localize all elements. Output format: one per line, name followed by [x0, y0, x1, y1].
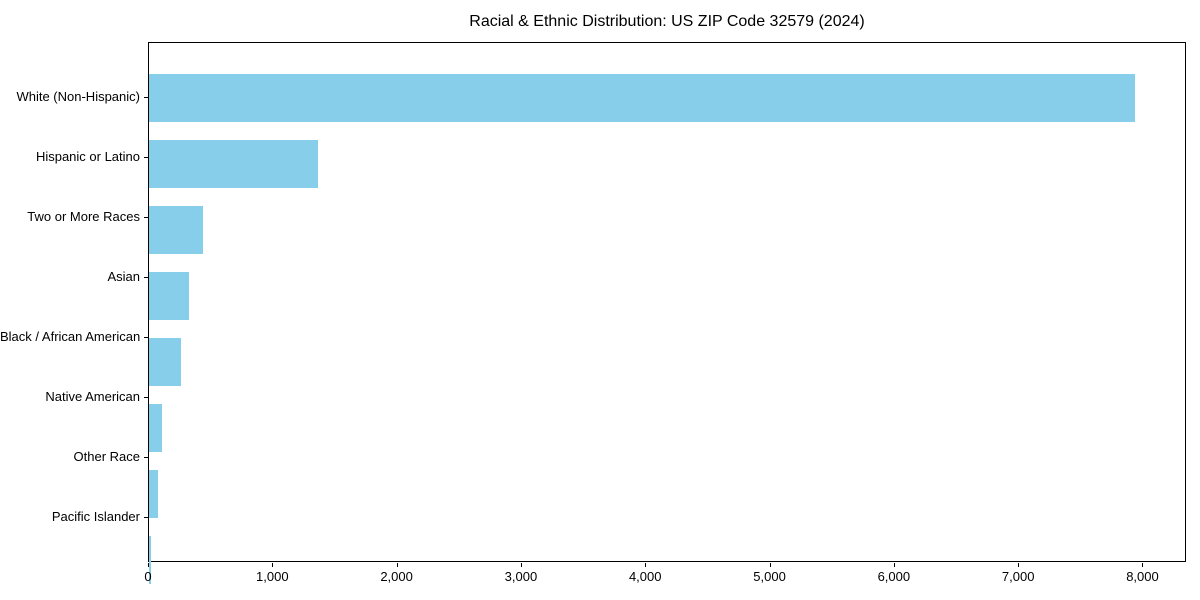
y-tick-mark: [144, 217, 148, 218]
chart-title: Racial & Ethnic Distribution: US ZIP Cod…: [469, 13, 865, 30]
x-tick-label: 7,000: [1001, 569, 1035, 584]
bar: [149, 206, 203, 254]
bar: [149, 404, 163, 452]
y-tick-mark: [144, 277, 148, 278]
x-tick-mark: [272, 563, 274, 567]
x-tick-mark: [893, 563, 895, 567]
y-tick-mark: [144, 337, 148, 338]
x-tick-label: 1,000: [256, 569, 289, 584]
bar: [149, 272, 189, 320]
x-tick-label: 2,000: [380, 569, 413, 584]
bar: [149, 74, 1136, 122]
category-label: Hispanic or Latino: [35, 149, 140, 164]
bar-row: [149, 536, 1185, 596]
bar-row: [149, 404, 1185, 464]
x-tick-mark: [769, 563, 771, 567]
x-tick-label: 0: [144, 569, 152, 584]
bar-row: [149, 338, 1185, 398]
x-tick-label: 8,000: [1126, 569, 1159, 584]
x-tick-label: 5,000: [753, 569, 786, 584]
y-tick-mark: [144, 397, 148, 398]
x-tick-mark: [520, 563, 522, 567]
bar-row: [149, 140, 1185, 200]
y-tick-mark: [144, 157, 148, 158]
category-label: Two or More Races: [27, 209, 140, 224]
category-label: Native American: [45, 389, 140, 404]
bar-row: [149, 74, 1185, 134]
y-tick-mark: [144, 517, 148, 518]
category-label: Asian: [107, 269, 140, 284]
x-tick-label: 3,000: [504, 569, 538, 584]
bar-row: [149, 272, 1185, 332]
category-label: Pacific Islander: [51, 509, 140, 524]
bar-row: [149, 470, 1185, 530]
x-tick-mark: [396, 563, 398, 567]
x-tick-mark: [148, 563, 149, 567]
bar-row: [149, 206, 1185, 266]
x-tick-label: 6,000: [877, 569, 911, 584]
x-tick-mark: [1142, 563, 1144, 567]
x-tick-mark: [645, 563, 647, 567]
bar: [149, 338, 182, 386]
y-tick-mark: [144, 97, 148, 98]
plot-area: [148, 42, 1186, 584]
category-label: White (Non-Hispanic): [16, 89, 140, 104]
y-tick-mark: [144, 457, 148, 458]
bar: [149, 536, 152, 584]
bars-container: [149, 68, 1185, 596]
bar: [149, 470, 159, 518]
x-tick-mark: [1018, 563, 1020, 567]
bar: [149, 140, 318, 188]
x-tick-label: 4,000: [628, 569, 662, 584]
category-label: Black / African American: [0, 329, 141, 344]
category-label: Other Race: [73, 449, 140, 464]
